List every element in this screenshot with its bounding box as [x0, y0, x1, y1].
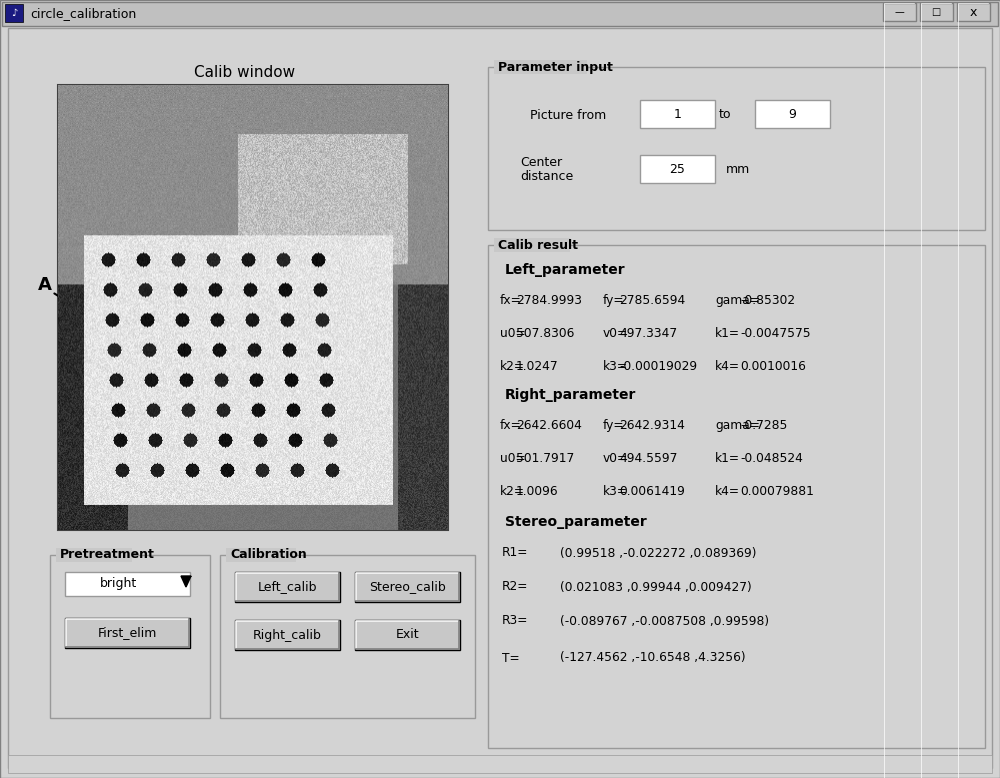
Text: k2=: k2= — [500, 485, 525, 497]
Text: bright: bright — [100, 577, 137, 591]
Bar — [65, 572, 190, 596]
Bar — [235, 572, 340, 602]
Text: circle_calibration: circle_calibration — [30, 8, 136, 20]
Text: 2642.6604: 2642.6604 — [516, 419, 582, 432]
Text: k1=: k1= — [715, 327, 740, 339]
Text: v0=: v0= — [603, 451, 628, 464]
Bar — [100, 318, 400, 513]
Text: Stereo_parameter: Stereo_parameter — [505, 515, 647, 529]
Text: 1.0096: 1.0096 — [516, 485, 559, 497]
Text: Stereo_calib: Stereo_calib — [369, 580, 446, 594]
Text: k1=: k1= — [715, 451, 740, 464]
Text: gama=: gama= — [715, 419, 760, 432]
Text: □: □ — [931, 7, 941, 17]
Text: 1: 1 — [674, 107, 681, 121]
Polygon shape — [181, 576, 191, 587]
Text: 0.0010016: 0.0010016 — [740, 359, 806, 373]
Text: -0.7285: -0.7285 — [740, 419, 787, 432]
Text: ♪: ♪ — [11, 8, 17, 18]
Text: Calibration: Calibration — [230, 548, 307, 562]
Text: 2784.9993: 2784.9993 — [516, 293, 582, 307]
Bar — [220, 555, 475, 718]
Bar — [755, 100, 830, 128]
Bar — [355, 620, 460, 650]
Text: k4=: k4= — [715, 359, 740, 373]
Text: 1.0247: 1.0247 — [516, 359, 559, 373]
Bar — [488, 67, 985, 230]
Bar — [640, 100, 715, 128]
Text: u0=: u0= — [500, 451, 526, 464]
Text: distance: distance — [520, 170, 573, 183]
Text: 497.3347: 497.3347 — [619, 327, 677, 339]
Text: 507.8306: 507.8306 — [516, 327, 574, 339]
Text: k3=: k3= — [603, 359, 628, 373]
Text: k3=: k3= — [603, 485, 628, 497]
Bar — [957, 3, 990, 21]
Text: Calib window: Calib window — [194, 65, 296, 79]
Bar — [488, 245, 985, 748]
Text: 0.0061419: 0.0061419 — [619, 485, 685, 497]
Text: -0.0047575: -0.0047575 — [740, 327, 811, 339]
Text: Right_calib: Right_calib — [253, 629, 322, 642]
Text: Exit: Exit — [396, 629, 419, 642]
Text: Parameter input: Parameter input — [498, 61, 613, 73]
Text: T=: T= — [502, 651, 520, 664]
Bar — [56, 548, 132, 562]
Bar — [58, 85, 448, 530]
Text: (0.021083 ,0.99944 ,0.009427): (0.021083 ,0.99944 ,0.009427) — [560, 580, 752, 594]
Text: (-0.089767 ,-0.0087508 ,0.99598): (-0.089767 ,-0.0087508 ,0.99598) — [560, 615, 769, 628]
Bar — [920, 3, 953, 21]
Bar — [235, 620, 340, 650]
Text: R1=: R1= — [502, 546, 528, 559]
Bar — [5, 4, 23, 22]
Bar — [494, 238, 570, 252]
Bar — [640, 155, 715, 183]
Text: x: x — [969, 5, 977, 19]
Text: k2=: k2= — [500, 359, 525, 373]
Text: fy=: fy= — [603, 419, 624, 432]
Text: mm: mm — [726, 163, 750, 176]
Text: Right_parameter: Right_parameter — [505, 388, 636, 402]
Text: 494.5597: 494.5597 — [619, 451, 677, 464]
Bar — [883, 3, 916, 21]
Text: Left_calib: Left_calib — [258, 580, 317, 594]
Text: 501.7917: 501.7917 — [516, 451, 574, 464]
Text: Calib result: Calib result — [498, 239, 578, 251]
Text: v0=: v0= — [603, 327, 628, 339]
Text: -0.85302: -0.85302 — [740, 293, 795, 307]
Text: Pretreatment: Pretreatment — [60, 548, 155, 562]
Text: Left_parameter: Left_parameter — [505, 263, 626, 277]
Bar — [50, 555, 210, 718]
Bar — [494, 60, 587, 74]
Text: R2=: R2= — [502, 580, 528, 594]
Text: fx=: fx= — [500, 293, 522, 307]
Text: —: — — [894, 7, 904, 17]
Text: to: to — [719, 107, 731, 121]
Text: Picture from: Picture from — [530, 108, 606, 121]
Text: -0.00019029: -0.00019029 — [619, 359, 697, 373]
Text: u0=: u0= — [500, 327, 526, 339]
Bar — [226, 548, 296, 562]
Text: k4=: k4= — [715, 485, 740, 497]
Text: 2785.6594: 2785.6594 — [619, 293, 685, 307]
Text: 9: 9 — [789, 107, 796, 121]
Bar — [355, 572, 460, 602]
Text: fy=: fy= — [603, 293, 624, 307]
Bar — [2, 2, 998, 26]
Text: (0.99518 ,-0.022272 ,0.089369): (0.99518 ,-0.022272 ,0.089369) — [560, 546, 757, 559]
Text: 2642.9314: 2642.9314 — [619, 419, 685, 432]
Text: (-127.4562 ,-10.6548 ,4.3256): (-127.4562 ,-10.6548 ,4.3256) — [560, 651, 746, 664]
Text: Center: Center — [520, 156, 562, 169]
Text: A: A — [38, 276, 52, 294]
Text: R3=: R3= — [502, 615, 528, 628]
Text: 25: 25 — [670, 163, 685, 176]
Text: -0.048524: -0.048524 — [740, 451, 803, 464]
Text: gama=: gama= — [715, 293, 760, 307]
Text: fx=: fx= — [500, 419, 522, 432]
Text: First_elim: First_elim — [98, 626, 157, 640]
Bar — [8, 755, 992, 773]
Bar — [65, 618, 190, 648]
Text: 0.00079881: 0.00079881 — [740, 485, 814, 497]
